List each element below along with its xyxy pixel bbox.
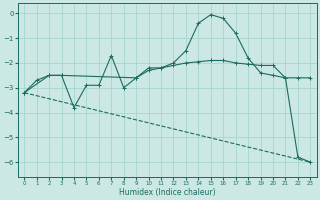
X-axis label: Humidex (Indice chaleur): Humidex (Indice chaleur): [119, 188, 216, 197]
